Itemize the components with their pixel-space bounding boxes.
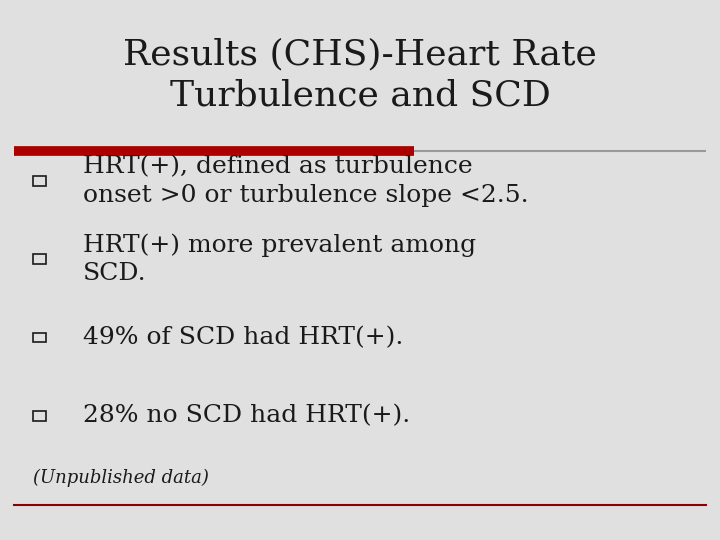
Text: HRT(+) more prevalent among
SCD.: HRT(+) more prevalent among SCD. xyxy=(83,233,476,285)
Text: Results (CHS)-Heart Rate
Turbulence and SCD: Results (CHS)-Heart Rate Turbulence and … xyxy=(123,38,597,112)
Text: (Unpublished data): (Unpublished data) xyxy=(33,469,209,487)
Text: 28% no SCD had HRT(+).: 28% no SCD had HRT(+). xyxy=(83,404,410,427)
Text: 49% of SCD had HRT(+).: 49% of SCD had HRT(+). xyxy=(83,326,403,349)
Text: HRT(+), defined as turbulence
onset >0 or turbulence slope <2.5.: HRT(+), defined as turbulence onset >0 o… xyxy=(83,155,528,207)
